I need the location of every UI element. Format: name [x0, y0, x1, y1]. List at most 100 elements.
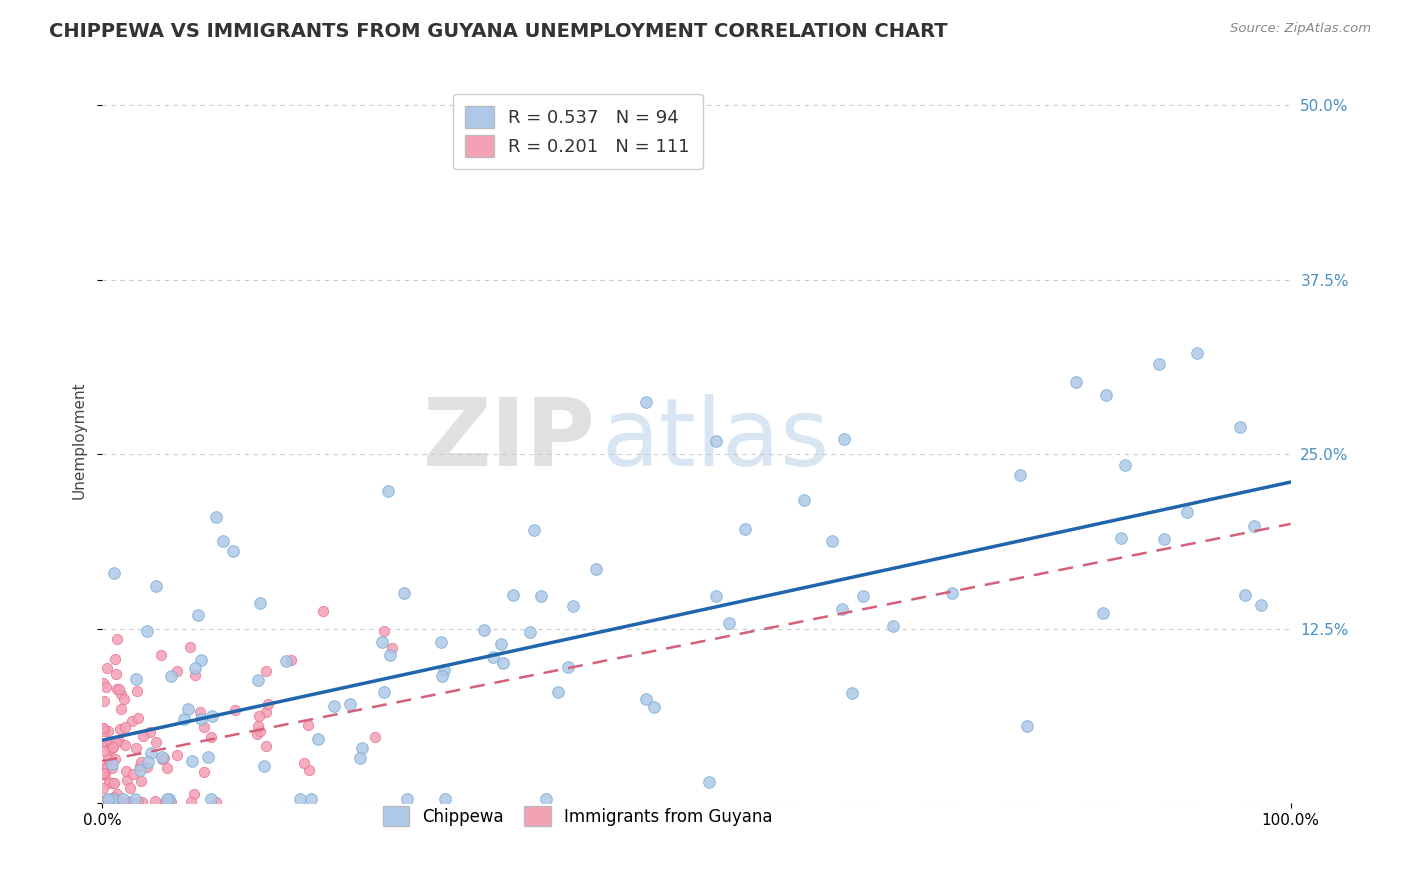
- Point: [1015, 718, 1038, 732]
- Point: [105, 734, 128, 748]
- Point: [136, 756, 159, 770]
- Point: [547, 685, 569, 699]
- Point: [941, 586, 963, 600]
- Point: [96, 660, 118, 674]
- Point: [1095, 388, 1118, 402]
- Point: [636, 692, 658, 706]
- Point: [93, 781, 115, 796]
- Point: [184, 667, 207, 681]
- Point: [177, 702, 200, 716]
- Point: [98, 741, 121, 756]
- Point: [247, 719, 270, 733]
- Point: [349, 751, 371, 765]
- Point: [502, 589, 524, 603]
- Point: [101, 756, 124, 771]
- Point: [131, 773, 153, 788]
- Point: [274, 654, 297, 668]
- Point: [364, 730, 387, 744]
- Point: [249, 596, 271, 610]
- Point: [101, 795, 124, 809]
- Point: [108, 795, 131, 809]
- Point: [125, 672, 148, 686]
- Point: [132, 729, 155, 743]
- Point: [105, 632, 128, 646]
- Point: [697, 775, 720, 789]
- Point: [339, 697, 361, 711]
- Point: [643, 700, 665, 714]
- Point: [104, 651, 127, 665]
- Point: [852, 589, 875, 603]
- Point: [100, 795, 122, 809]
- Point: [247, 708, 270, 723]
- Point: [704, 434, 727, 448]
- Point: [118, 795, 141, 809]
- Point: [152, 751, 174, 765]
- Point: [117, 795, 139, 809]
- Point: [585, 562, 607, 576]
- Point: [734, 522, 756, 536]
- Point: [350, 741, 373, 756]
- Point: [131, 756, 153, 770]
- Point: [98, 776, 121, 790]
- Point: [297, 718, 319, 732]
- Point: [108, 722, 131, 736]
- Point: [112, 692, 135, 706]
- Point: [181, 754, 204, 768]
- Point: [200, 791, 222, 805]
- Point: [115, 764, 138, 779]
- Point: [247, 673, 270, 687]
- Point: [1092, 606, 1115, 620]
- Point: [832, 432, 855, 446]
- Point: [636, 395, 658, 409]
- Point: [135, 624, 157, 639]
- Point: [433, 663, 456, 677]
- Text: atlas: atlas: [602, 394, 830, 486]
- Point: [107, 795, 129, 809]
- Point: [156, 791, 179, 805]
- Point: [103, 795, 125, 809]
- Point: [288, 791, 311, 805]
- Point: [110, 688, 132, 702]
- Point: [430, 668, 453, 682]
- Point: [212, 534, 235, 549]
- Point: [94, 791, 117, 805]
- Point: [94, 768, 117, 782]
- Point: [1250, 598, 1272, 612]
- Point: [717, 615, 740, 630]
- Point: [96, 737, 118, 751]
- Point: [179, 640, 201, 654]
- Point: [190, 712, 212, 726]
- Point: [249, 724, 271, 739]
- Point: [136, 760, 159, 774]
- Point: [101, 791, 124, 805]
- Point: [299, 791, 322, 805]
- Point: [173, 712, 195, 726]
- Point: [124, 791, 146, 805]
- Point: [97, 791, 120, 805]
- Point: [93, 721, 115, 735]
- Point: [704, 590, 727, 604]
- Point: [1109, 531, 1132, 545]
- Point: [145, 735, 167, 749]
- Point: [1064, 375, 1087, 389]
- Point: [93, 675, 115, 690]
- Point: [103, 790, 125, 805]
- Point: [254, 665, 277, 679]
- Point: [108, 733, 131, 747]
- Point: [433, 791, 456, 805]
- Point: [94, 795, 117, 809]
- Point: [152, 750, 174, 764]
- Point: [222, 543, 245, 558]
- Point: [96, 761, 118, 775]
- Point: [111, 791, 134, 805]
- Point: [103, 566, 125, 580]
- Point: [157, 791, 180, 805]
- Point: [841, 686, 863, 700]
- Point: [430, 635, 453, 649]
- Point: [104, 751, 127, 765]
- Point: [127, 711, 149, 725]
- Point: [523, 523, 546, 537]
- Point: [831, 601, 853, 615]
- Point: [292, 756, 315, 771]
- Point: [1175, 505, 1198, 519]
